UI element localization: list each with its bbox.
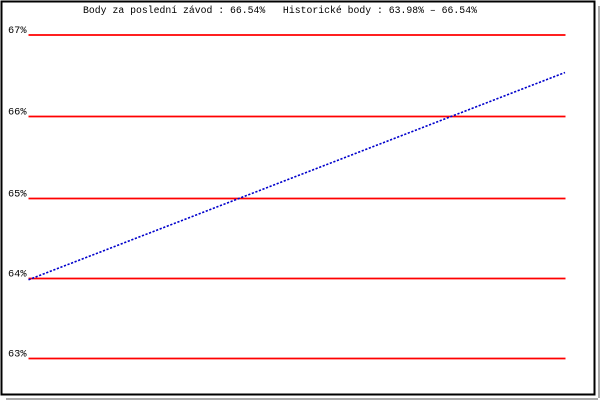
- svg-text:64%: 64%: [8, 269, 27, 281]
- svg-text:67%: 67%: [8, 25, 27, 37]
- svg-text:66%: 66%: [8, 107, 27, 119]
- svg-text:63%: 63%: [8, 349, 27, 361]
- svg-text:65%: 65%: [8, 189, 27, 201]
- svg-text:Body za poslední závod : 66.54: Body za poslední závod : 66.54% Historic…: [83, 5, 477, 16]
